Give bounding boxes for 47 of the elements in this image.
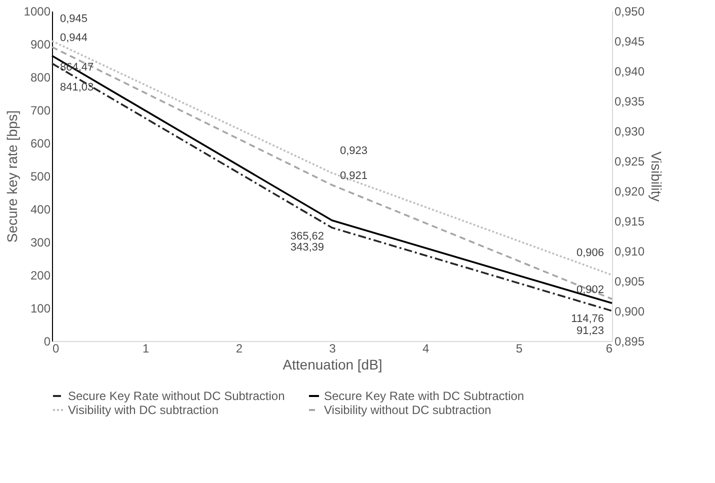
y-tick-label: 400 bbox=[30, 202, 51, 216]
y-tick-label: 100 bbox=[30, 302, 51, 316]
legend-label: Secure Key Rate without DC Subtraction bbox=[68, 389, 285, 403]
y2-tick-label: 0,900 bbox=[614, 304, 645, 318]
y-tick-label: 900 bbox=[30, 38, 51, 52]
data-label: 0,921 bbox=[340, 170, 368, 182]
y2-tick-label: 0,895 bbox=[614, 334, 645, 348]
y-tick-label: 1000 bbox=[24, 4, 51, 18]
x-tick-label: 0 bbox=[52, 342, 60, 356]
y2-tick-label: 0,930 bbox=[614, 124, 645, 138]
legend-label: Visibility without DC subtraction bbox=[324, 403, 492, 417]
y2-tick-label: 0,910 bbox=[614, 244, 645, 258]
legend-label: Visibility with DC subtraction bbox=[68, 403, 218, 417]
data-label: 91,23 bbox=[576, 324, 604, 337]
x-tick-label: 1 bbox=[142, 342, 150, 356]
y2-axis-title: Visibility bbox=[648, 151, 665, 202]
y2-tick-label: 0,915 bbox=[614, 214, 645, 228]
x-tick-label: 4 bbox=[422, 342, 430, 356]
data-label: 0,945 bbox=[60, 13, 88, 25]
data-label: 841,03 bbox=[60, 81, 94, 94]
data-label: 0,906 bbox=[576, 247, 604, 259]
y2-tick-label: 0,940 bbox=[614, 64, 645, 78]
y-tick-label: 500 bbox=[30, 170, 51, 184]
y-tick-label: 600 bbox=[30, 136, 51, 150]
data-label: 0,944 bbox=[60, 32, 88, 44]
y2-tick-label: 0,950 bbox=[614, 4, 645, 18]
y2-tick-label: 0,905 bbox=[614, 274, 645, 288]
legend-label: Secure Key Rate with DC Subtraction bbox=[324, 389, 524, 403]
data-label: 0,923 bbox=[340, 145, 368, 157]
y-tick-label: 200 bbox=[30, 268, 51, 282]
x-axis-title: Attenuation [dB] bbox=[282, 356, 382, 372]
y2-tick-label: 0,920 bbox=[614, 184, 645, 198]
y2-tick-label: 0,925 bbox=[614, 154, 645, 168]
data-label: 0,902 bbox=[576, 284, 604, 296]
y-axis-title: Secure key rate [bps] bbox=[4, 110, 20, 243]
y-tick-label: 300 bbox=[30, 236, 51, 250]
data-label: 343,39 bbox=[290, 242, 324, 254]
data-label: 365,62 bbox=[290, 230, 324, 242]
y2-tick-label: 0,935 bbox=[614, 94, 645, 108]
y-tick-label: 800 bbox=[30, 70, 51, 84]
x-tick-label: 3 bbox=[329, 342, 336, 356]
x-tick-label: 2 bbox=[236, 342, 243, 356]
data-label: 114,76 bbox=[571, 313, 604, 326]
x-tick-label: 5 bbox=[516, 342, 523, 356]
y2-tick-label: 0,945 bbox=[614, 34, 645, 48]
y-tick-label: 700 bbox=[30, 104, 51, 118]
x-tick-label: 6 bbox=[606, 342, 613, 356]
